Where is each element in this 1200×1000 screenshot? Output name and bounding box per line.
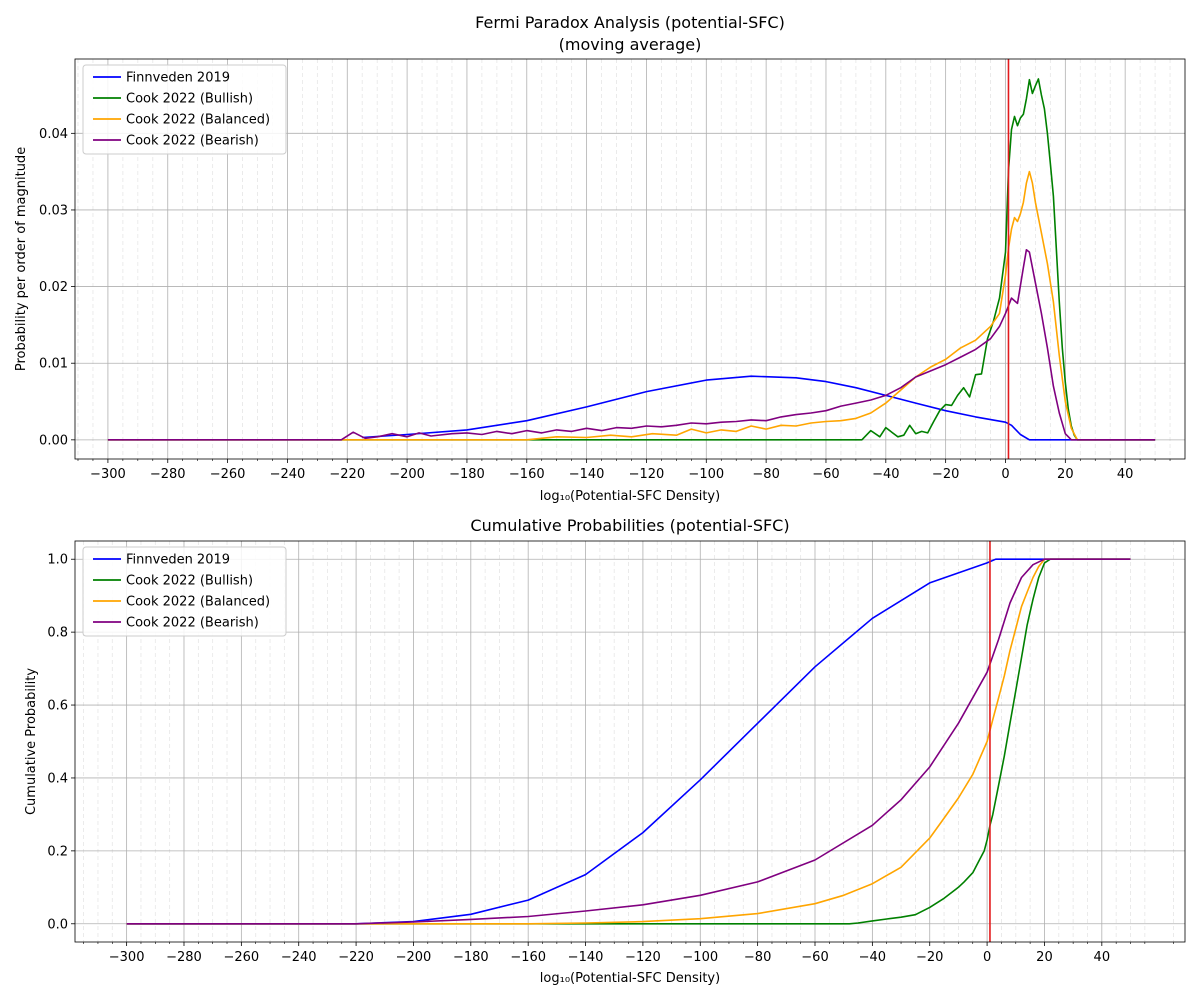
x-tick-label: −80 [744,950,771,965]
x-tick-label: 40 [1094,950,1111,965]
legend: Finnveden 2019 Cook 2022 (Bullish) Cook 20… [82,64,287,155]
x-tick-label: −160 [509,467,545,482]
legend-label-1: Finnveden 2019 [126,71,230,86]
series-line-3 [126,558,1131,925]
x-tick-label: −140 [569,467,605,482]
series-group [126,558,1131,925]
y-tick-label: 0.03 [39,203,68,218]
minor-grid [83,541,1174,942]
series-group [107,78,1156,441]
y-tick-label: 0.6 [47,699,68,714]
x-tick-label: −180 [449,467,485,482]
plot-frame [74,540,1186,943]
chart-panel-1: Fermi Paradox Analysis (potential-SFC) (m… [14,13,1186,504]
x-tick-label: −60 [812,467,839,482]
series-line-4 [107,249,1156,441]
x-tick-label: −300 [90,467,126,482]
x-tick-label: −80 [752,467,779,482]
x-tick-label: −260 [223,950,259,965]
y-tick-label: 0.02 [39,280,68,295]
x-tick-label: −100 [688,467,724,482]
x-tick-label: −140 [568,950,604,965]
y-tick-label: 0.00 [39,433,68,448]
x-tick-label: 20 [1057,467,1074,482]
series-line-3 [107,170,1156,441]
x-tick-label: 0 [983,950,991,965]
x-tick-label: −260 [210,467,246,482]
x-tick-label: −240 [270,467,306,482]
series-line-1 [362,375,1156,441]
x-tick-label: −200 [396,950,432,965]
y-axis-label: Cumulative Probability [24,668,39,815]
x-tick-label: −120 [629,467,665,482]
y-tick-label: 0.01 [39,357,68,372]
legend-label-2: Cook 2022 (Bullish) [126,92,253,107]
chart-panel-2: Cumulative Probabilities (potential-SFC)… [24,516,1186,986]
y-axis-ticks: 0.0 0.2 0.4 0.6 0.8 1.0 [47,553,75,932]
x-tick-label: 40 [1117,467,1134,482]
legend: Finnveden 2019 Cook 2022 (Bullish) Cook 20… [82,546,287,637]
x-tick-label: −280 [166,950,202,965]
series-line-4 [126,558,1131,925]
y-axis-ticks: 0.00 0.01 0.02 0.03 0.04 [39,127,75,448]
x-axis-label: log₁₀(Potential-SFC Density) [540,489,720,504]
legend-label-4: Cook 2022 (Bearish) [126,616,259,631]
legend-box [82,64,287,155]
x-tick-label: −60 [801,950,828,965]
chart-title: Cumulative Probabilities (potential-SFC) [470,516,789,535]
x-axis-ticks: −300 −280 −260 −240 −220 −200 −180 −160 −140 −120… [83,942,1174,965]
y-tick-label: 0.04 [39,127,68,142]
y-tick-label: 0.4 [47,771,68,786]
x-tick-label: 0 [1001,467,1009,482]
legend-label-3: Cook 2022 (Balanced) [126,113,270,128]
x-axis-ticks: −300 −280 −260 −240 −220 −200 −180 −160 −140 −120… [77,459,1171,482]
plot-frame [74,58,1186,460]
x-tick-label: 20 [1036,950,1053,965]
legend-label-2: Cook 2022 (Bullish) [126,574,253,589]
x-tick-label: −240 [281,950,317,965]
x-tick-label: −280 [150,467,186,482]
y-tick-label: 1.0 [47,553,68,568]
legend-box [82,546,287,637]
x-tick-label: −160 [510,950,546,965]
x-tick-label: −40 [859,950,886,965]
y-tick-label: 0.2 [47,844,68,859]
legend-label-1: Finnveden 2019 [126,553,230,568]
y-tick-label: 0.8 [47,626,68,641]
x-tick-label: −100 [682,950,718,965]
x-tick-label: −180 [453,950,489,965]
x-axis-label: log₁₀(Potential-SFC Density) [540,971,720,986]
y-axis-label: Probability per order of magnitude [14,147,29,371]
legend-label-3: Cook 2022 (Balanced) [126,595,270,610]
x-tick-label: −300 [109,950,145,965]
series-line-2 [126,558,1131,925]
y-tick-label: 0.0 [47,917,68,932]
x-tick-label: −200 [389,467,425,482]
x-tick-label: −20 [932,467,959,482]
x-tick-label: −20 [916,950,943,965]
series-line-2 [107,78,1156,441]
x-tick-label: −220 [338,950,374,965]
x-tick-label: −220 [329,467,365,482]
x-tick-label: −40 [872,467,899,482]
legend-label-4: Cook 2022 (Bearish) [126,134,259,149]
chart-title: Fermi Paradox Analysis (potential-SFC) [475,13,785,32]
series-line-1 [126,558,1131,925]
x-tick-label: −120 [625,950,661,965]
chart-subtitle: (moving average) [559,35,702,54]
